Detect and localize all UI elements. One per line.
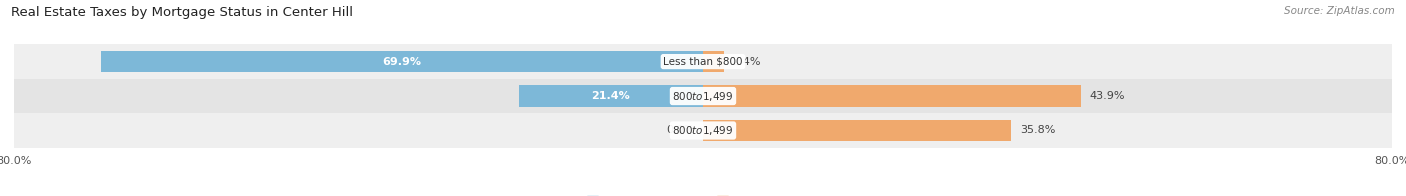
Bar — [14, 113, 1392, 148]
Bar — [14, 44, 1392, 79]
Text: 0.0%: 0.0% — [666, 125, 695, 135]
Text: $800 to $1,499: $800 to $1,499 — [672, 124, 734, 137]
Bar — [14, 79, 1392, 113]
Text: Source: ZipAtlas.com: Source: ZipAtlas.com — [1284, 6, 1395, 16]
Text: 35.8%: 35.8% — [1019, 125, 1056, 135]
Text: 21.4%: 21.4% — [592, 91, 630, 101]
Text: $800 to $1,499: $800 to $1,499 — [672, 90, 734, 103]
Text: Real Estate Taxes by Mortgage Status in Center Hill: Real Estate Taxes by Mortgage Status in … — [11, 6, 353, 19]
Text: 43.9%: 43.9% — [1090, 91, 1125, 101]
Text: 69.9%: 69.9% — [382, 57, 422, 67]
Bar — [519, 85, 703, 107]
Bar — [703, 51, 724, 72]
Text: Less than $800: Less than $800 — [664, 57, 742, 67]
Text: 2.4%: 2.4% — [733, 57, 761, 67]
Bar — [703, 120, 1011, 141]
Bar — [101, 51, 703, 72]
Bar — [703, 85, 1081, 107]
